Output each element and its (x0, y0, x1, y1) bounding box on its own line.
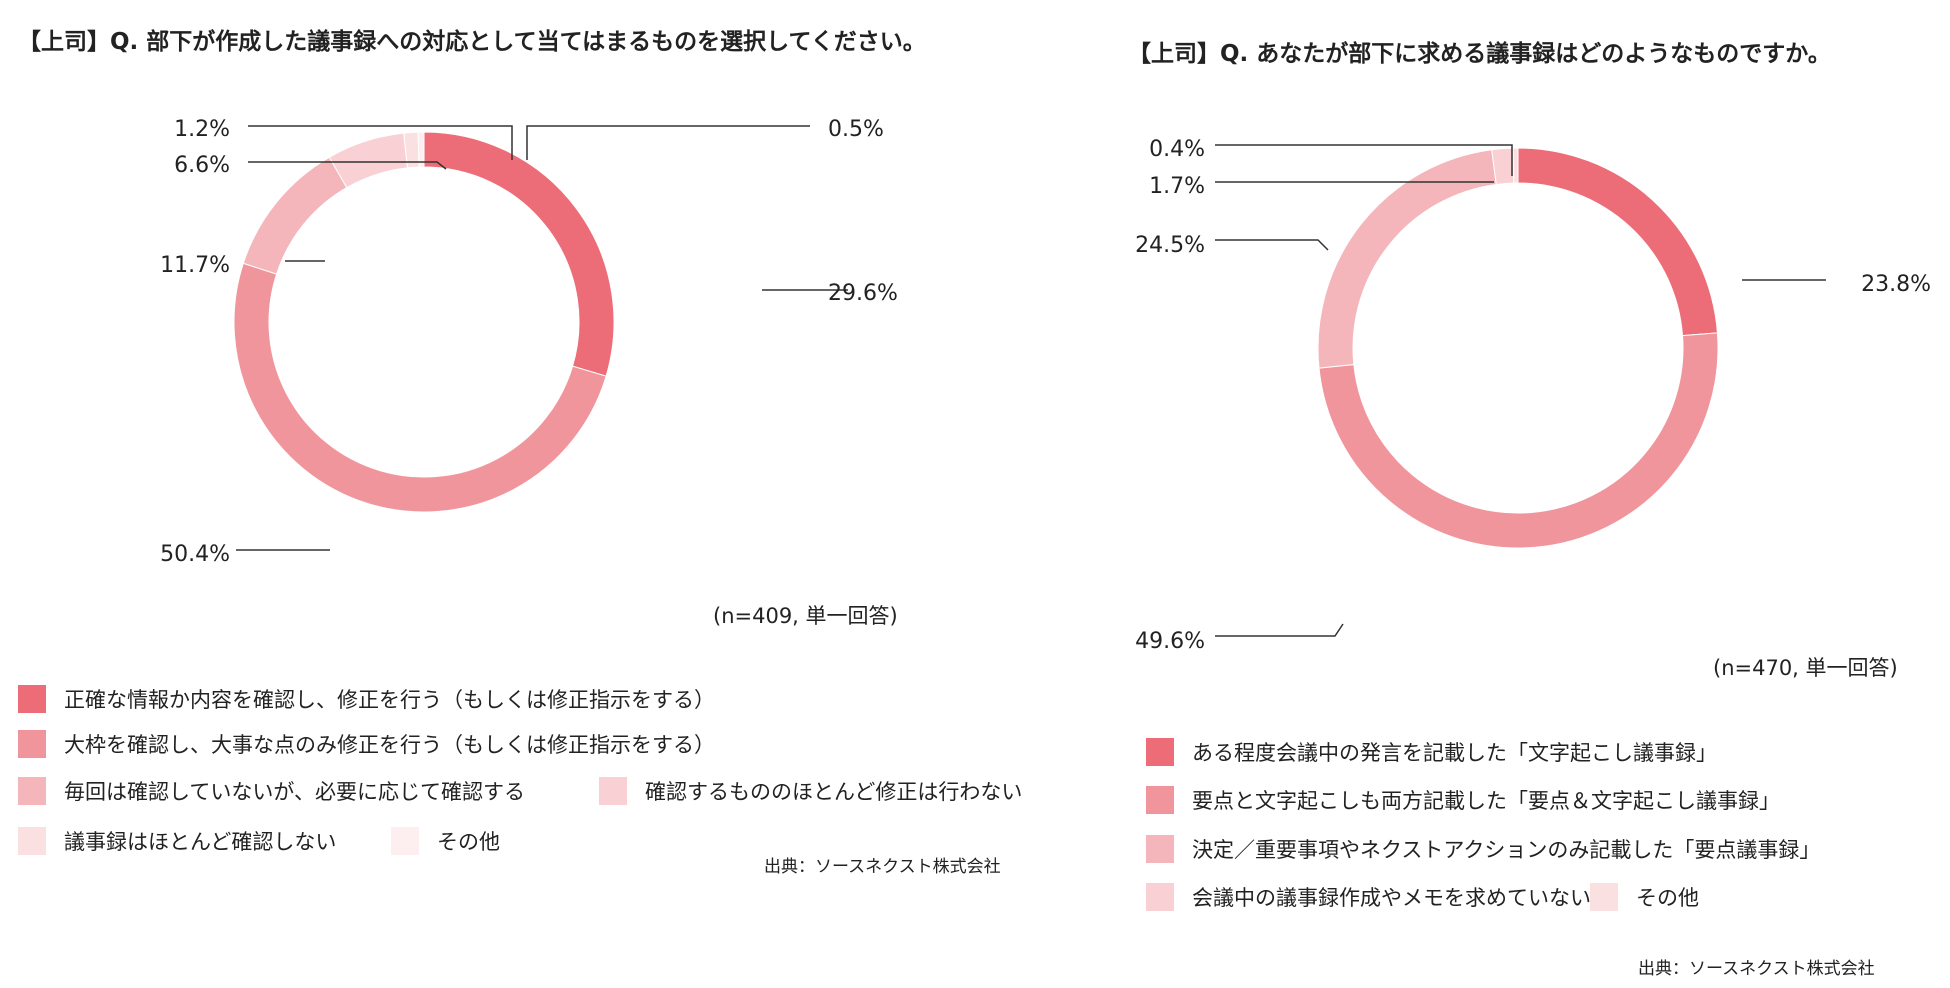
donut-chart-left: 29.6% 50.4% 11.7% 6.6% 1.2% 0.5% (160, 117, 898, 567)
sample-size-note-right: (n=470, 単一回答) (1713, 656, 1898, 680)
legend-item-left-1: 大枠を確認し、大事な点のみ修正を行う（もしくは修正指示をする） (18, 729, 715, 759)
legend-item-right-0: ある程度会議中の発言を記載した「文字起こし議事録」 (1146, 737, 1717, 767)
data-label-right-2: 24.5% (1135, 233, 1205, 258)
data-label-left-0: 29.6% (828, 281, 898, 306)
donut-slice-left-2 (242, 156, 348, 275)
donut-chart-right: 23.8% 49.6% 24.5% 1.7% 0.4% (1135, 137, 1931, 654)
data-label-left-3: 6.6% (174, 153, 230, 178)
chart-panel-left: 【上司】Q. 部下が作成した議事録への対応として当てはまるものを選択してください… (18, 29, 1022, 877)
legend-swatch (1146, 738, 1174, 766)
source-note-right: 出典：ソースネクスト株式会社 (1638, 959, 1875, 979)
donut-slice-right-1 (1318, 332, 1719, 549)
legend-item-left-2: 毎回は確認していないが、必要に応じて確認する (18, 776, 525, 806)
legend-swatch (599, 777, 627, 805)
data-label-left-5: 0.5% (828, 117, 884, 142)
sample-size-note-left: (n=409, 単一回答) (713, 604, 898, 628)
leader-line-right-1 (1215, 623, 1344, 637)
legend-label: ある程度会議中の発言を記載した「文字起こし議事録」 (1192, 741, 1717, 765)
data-label-left-1: 50.4% (160, 542, 230, 567)
donut-slice-left-1 (233, 262, 607, 513)
legend-item-left-3: 確認するもののほとんど修正は行わない (599, 776, 1022, 806)
legend-label: その他 (437, 830, 500, 854)
donut-slice-right-4 (1512, 147, 1519, 184)
legend-swatch (1146, 883, 1174, 911)
data-label-left-2: 11.7% (160, 253, 230, 278)
legend-label: 要点と文字起こしも両方記載した「要点＆文字起こし議事録」 (1192, 789, 1780, 813)
legend-item-right-2: 決定／重要事項やネクストアクションのみ記載した「要点議事録」 (1146, 834, 1820, 864)
data-label-left-4: 1.2% (174, 117, 230, 142)
donut-slice-left-5 (417, 131, 425, 168)
legend-label: 議事録はほとんど確認しない (64, 830, 337, 854)
legend-item-right-3: 会議中の議事録作成やメモを求めていない (1146, 882, 1591, 912)
legend-item-right-4: その他 (1590, 882, 1699, 912)
data-label-right-3: 1.7% (1149, 174, 1205, 199)
legend-label: 正確な情報か内容を確認し、修正を行う（もしくは修正指示をする） (64, 688, 715, 712)
legend-swatch (18, 685, 46, 713)
legend-label: 毎回は確認していないが、必要に応じて確認する (64, 780, 525, 804)
legend-swatch (18, 827, 46, 855)
legend-item-left-0: 正確な情報か内容を確認し、修正を行う（もしくは修正指示をする） (18, 684, 715, 714)
leader-line-left-5 (526, 125, 810, 160)
leader-line-right-2 (1215, 239, 1329, 251)
legend-swatch (18, 730, 46, 758)
legend-swatch (391, 827, 419, 855)
donut-slice-right-0 (1517, 147, 1718, 337)
chart-title-left: 【上司】Q. 部下が作成した議事録への対応として当てはまるものを選択してください… (18, 29, 926, 55)
data-label-right-4: 0.4% (1149, 137, 1205, 162)
legend-item-left-4: 議事録はほとんど確認しない (18, 826, 336, 856)
chart-panel-right: 【上司】Q. あなたが部下に求める議事録はどのようなものですか。 23.8% 49… (1110, 0, 1950, 988)
legend-swatch (18, 777, 46, 805)
source-note-left: 出典：ソースネクスト株式会社 (764, 857, 1001, 877)
legend-swatch (1146, 786, 1174, 814)
legend-label: 確認するもののほとんど修正は行わない (645, 780, 1023, 804)
legend-item-left-5: その他 (391, 826, 500, 856)
legend-label: 大枠を確認し、大事な点のみ修正を行う（もしくは修正指示をする） (64, 733, 715, 757)
leader-line-left-4 (248, 125, 513, 160)
data-label-right-0: 23.8% (1861, 272, 1931, 297)
legend-label: 決定／重要事項やネクストアクションのみ記載した「要点議事録」 (1192, 838, 1821, 862)
legend-swatch (1146, 835, 1174, 863)
legend-swatch (1590, 883, 1618, 911)
data-label-right-1: 49.6% (1135, 629, 1205, 654)
legend-label: その他 (1636, 886, 1699, 910)
chart-title-right: 【上司】Q. あなたが部下に求める議事録はどのようなものですか。 (1128, 41, 1831, 67)
legend-item-right-1: 要点と文字起こしも両方記載した「要点＆文字起こし議事録」 (1146, 785, 1780, 815)
donut-slice-left-0 (423, 131, 615, 377)
leader-line-right-4 (1215, 144, 1513, 176)
leader-line-left-3 (248, 161, 447, 170)
legend-label: 会議中の議事録作成やメモを求めていない (1192, 886, 1591, 910)
